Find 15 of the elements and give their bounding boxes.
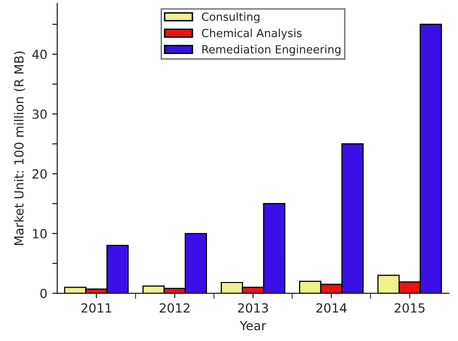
x-tick-label: 2013 — [238, 303, 268, 313]
legend-label: Chemical Analysis — [202, 28, 302, 40]
x-tick-label: 2012 — [160, 303, 190, 313]
y-tick-label: 30 — [32, 109, 47, 119]
legend-label: Consulting — [202, 12, 260, 24]
y-axis-title: Market Unit: 100 million (R MB) — [14, 52, 26, 245]
x-tick-label: 2011 — [81, 303, 112, 313]
legend-label: Remediation Engineering — [202, 44, 340, 56]
y-tick-label: 40 — [32, 50, 47, 60]
x-axis-title: Year — [240, 321, 266, 330]
x-tick-label: 2015 — [394, 303, 424, 313]
y-tick-label: 10 — [32, 228, 47, 238]
y-tick-label: 20 — [32, 169, 47, 179]
x-tick-label: 2014 — [316, 303, 347, 313]
y-tick-label: 0 — [40, 288, 47, 298]
